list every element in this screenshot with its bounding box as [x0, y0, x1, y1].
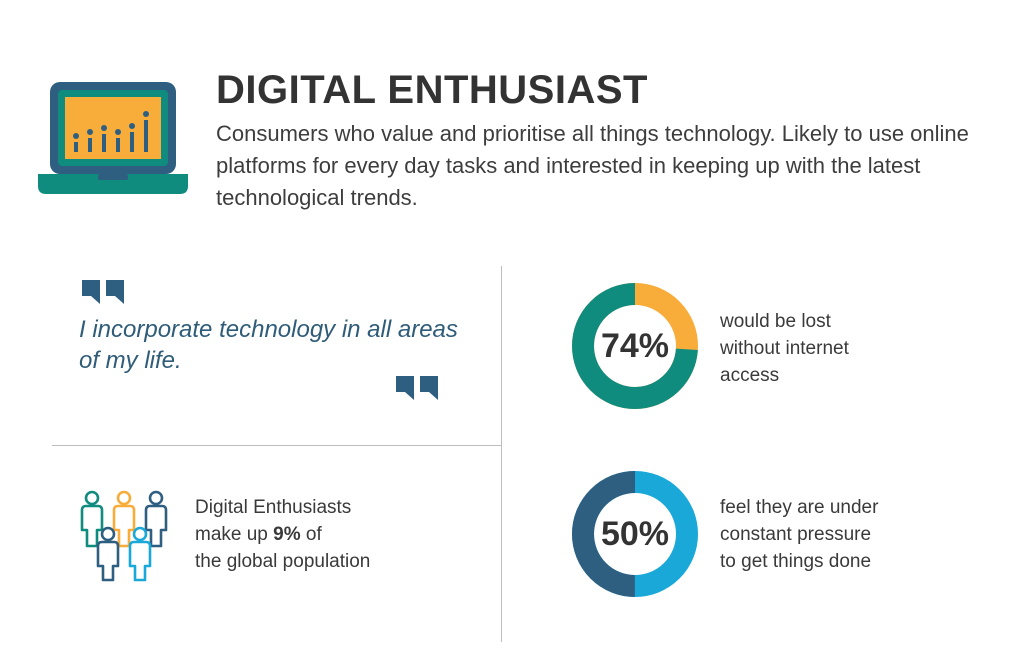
stat-line: constant pressure — [720, 524, 872, 545]
stat-line: access — [720, 365, 780, 386]
horizontal-divider — [52, 445, 501, 446]
donut-chart-pressure: 50% — [572, 471, 698, 597]
stat-line: would be lost — [720, 311, 831, 332]
page-title: DIGITAL ENTHUSIAST — [216, 68, 648, 112]
donut-chart-internet: 74% — [572, 283, 698, 409]
population-text: Digital Enthusiasts make up 9% of the gl… — [195, 494, 455, 575]
vertical-divider — [501, 266, 502, 642]
stat-pressure-text: feel they are under constant pressure to… — [720, 494, 970, 575]
donut-percent-label: 74% — [600, 326, 670, 365]
donut-main-segment — [572, 283, 698, 409]
donut-percent-label: 50% — [600, 514, 670, 553]
close-quote-icon — [396, 376, 438, 400]
open-quote-icon — [82, 280, 124, 304]
stat-line: without internet — [720, 338, 849, 359]
laptop-chart-icon — [38, 82, 188, 194]
population-percent: 9% — [273, 524, 301, 545]
donut-main-segment — [572, 471, 698, 597]
stat-internet-text: would be lost without internet access — [720, 308, 970, 389]
people-group-icon — [80, 490, 168, 582]
stat-line: to get things done — [720, 551, 872, 572]
population-line2-prefix: make up — [195, 524, 274, 545]
population-line2-suffix: of — [300, 524, 322, 545]
population-line1: Digital Enthusiasts — [195, 497, 352, 518]
stat-line: feel they are under — [720, 497, 879, 518]
population-line3: the global population — [195, 551, 371, 572]
page-description: Consumers who value and prioritise all t… — [216, 121, 969, 210]
quote-text: I incorporate technology in all areas of… — [79, 316, 458, 374]
